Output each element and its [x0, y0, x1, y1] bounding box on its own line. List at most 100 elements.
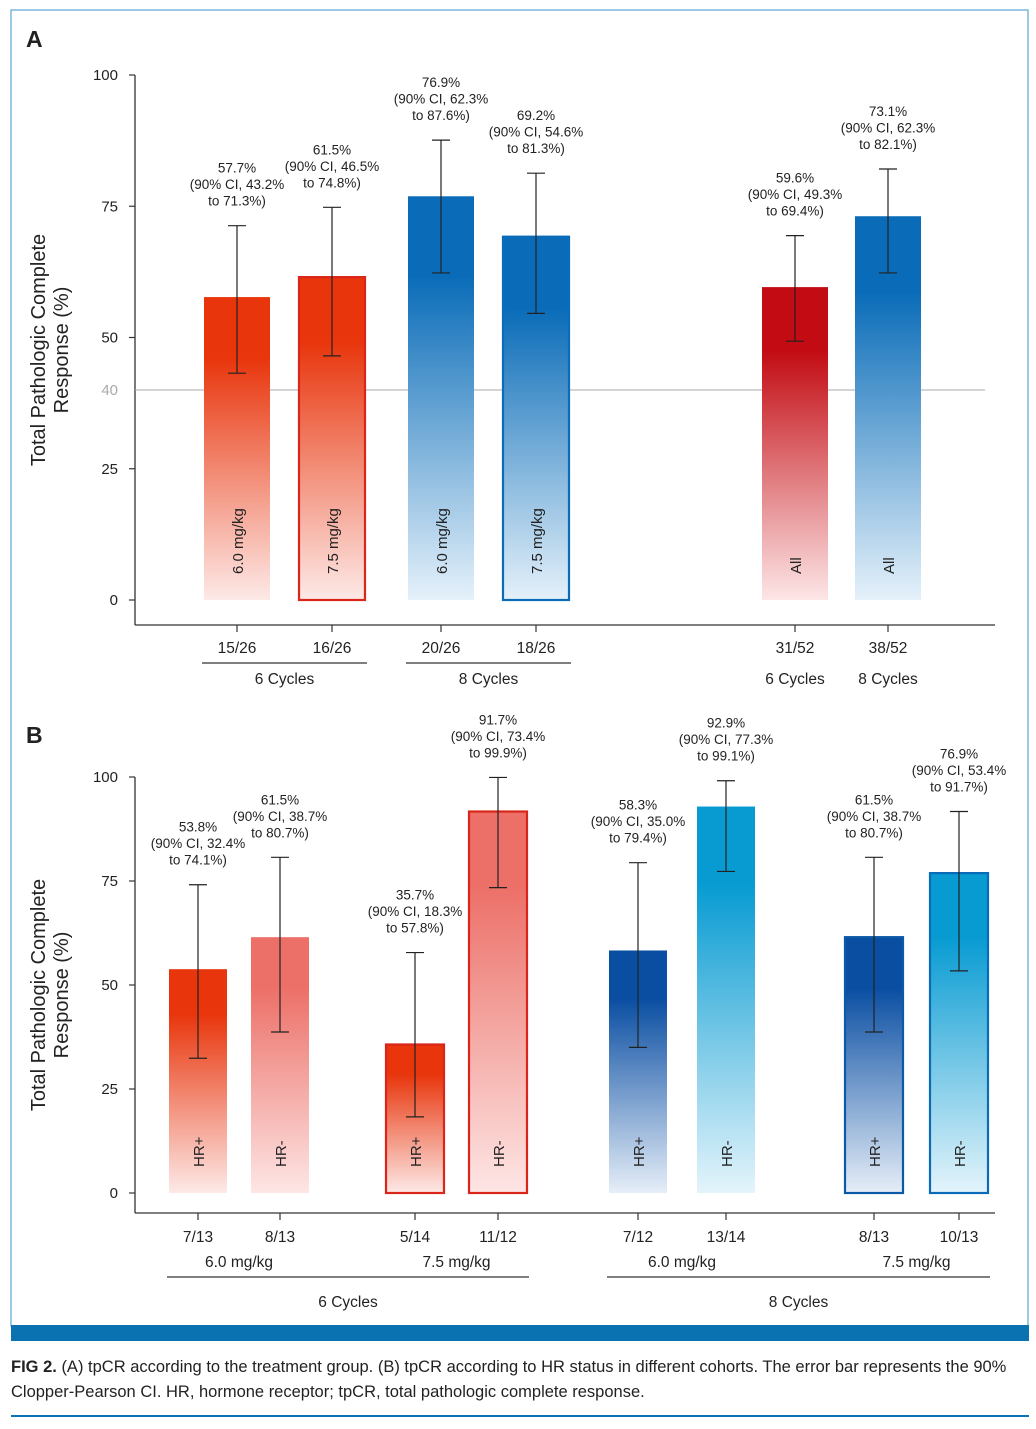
data-label-ci-high: to 87.6%) — [412, 108, 470, 123]
data-label: 61.5% (90% CI, 46.5% to 74.8%) — [285, 142, 380, 190]
data-label-ci-low: (90% CI, 54.6% — [489, 125, 584, 140]
data-label-ci-high: to 80.7%) — [251, 825, 309, 840]
x-tick-label: 10/13 — [940, 1229, 979, 1246]
dose-group-label: 6.0 mg/kg — [205, 1254, 273, 1271]
x-tick-label: 16/26 — [313, 640, 352, 657]
data-label-ci-high: to 81.3%) — [507, 141, 565, 156]
figure-caption: FIG 2. (A) tpCR according to the treatme… — [11, 1355, 1031, 1405]
dose-group-label: 7.5 mg/kg — [882, 1254, 950, 1271]
data-label-ci-high: to 82.1%) — [859, 137, 917, 152]
data-label: 59.6% (90% CI, 49.3% to 69.4%) — [748, 171, 843, 219]
data-label-ci-low: (90% CI, 46.5% — [285, 159, 380, 174]
data-label-ci-low: (90% CI, 38.7% — [827, 809, 922, 824]
bar-inner-label: HR+ — [867, 1136, 884, 1167]
bar-inner-label: HR+ — [631, 1136, 648, 1167]
data-label-ci-low: (90% CI, 35.0% — [591, 814, 686, 829]
bar-inner-label: 6.0 mg/kg — [434, 508, 451, 574]
data-label: 35.7% (90% CI, 18.3% to 57.8%) — [368, 888, 463, 936]
data-label-ci-high: to 79.4%) — [609, 831, 667, 846]
x-tick-label: 8/13 — [265, 1229, 295, 1246]
data-label-ci-high: to 74.8%) — [303, 175, 361, 190]
bar-inner-label: 7.5 mg/kg — [325, 508, 342, 574]
data-label-ci-high: to 57.8%) — [386, 921, 444, 936]
data-label-value: 61.5% — [855, 792, 893, 807]
figure-band — [11, 1325, 1029, 1341]
y-axis-label-line: Total Pathologic Complete — [28, 879, 50, 1111]
data-label: 76.9% (90% CI, 53.4% to 91.7%) — [912, 747, 1007, 795]
data-label-ci-low: (90% CI, 73.4% — [451, 729, 546, 744]
data-label-ci-low: (90% CI, 53.4% — [912, 763, 1007, 778]
data-label-ci-high: to 71.3%) — [208, 194, 266, 209]
data-label-ci-high: to 69.4%) — [766, 204, 824, 219]
y-tick-label: 75 — [101, 873, 118, 890]
cycle-group-label: 8 Cycles — [858, 671, 918, 688]
y-tick-label: 0 — [110, 1185, 118, 1202]
x-tick-label: 38/52 — [869, 640, 908, 657]
data-label: 69.2% (90% CI, 54.6% to 81.3%) — [489, 108, 584, 156]
panel-a-chart: 0 25 50 75 100 40 Total Pathologic CompleteRes… — [28, 67, 995, 688]
y-tick-label: 75 — [101, 198, 118, 215]
data-label-value: 76.9% — [422, 75, 460, 90]
bar-inner-label: All — [788, 557, 805, 574]
x-tick-label: 13/14 — [707, 1229, 746, 1246]
data-label: 58.3% (90% CI, 35.0% to 79.4%) — [591, 798, 686, 846]
y-tick-label: 25 — [101, 1081, 118, 1098]
data-label-value: 59.6% — [776, 171, 814, 186]
data-label-ci-high: to 99.9%) — [469, 745, 527, 760]
bar-inner-label: HR+ — [191, 1136, 208, 1167]
panel-b-letter: B — [26, 722, 43, 748]
bar-inner-label: HR- — [719, 1140, 736, 1167]
panel-a-letter: A — [26, 26, 43, 52]
data-label: 53.8% (90% CI, 32.4% to 74.1%) — [151, 820, 246, 868]
bar — [297, 276, 367, 602]
x-tick-label: 20/26 — [422, 640, 461, 657]
data-label-ci-low: (90% CI, 38.7% — [233, 809, 328, 824]
x-tick-label: 11/12 — [479, 1229, 517, 1246]
y-axis-label: Total Pathologic CompleteResponse (%) — [28, 234, 73, 466]
bar-inner-label: HR- — [491, 1140, 508, 1167]
data-label-ci-low: (90% CI, 62.3% — [394, 92, 489, 107]
data-label: 91.7% (90% CI, 73.4% to 99.9%) — [451, 712, 546, 760]
data-label-ci-low: (90% CI, 62.3% — [841, 120, 936, 135]
y-tick-label: 25 — [101, 461, 118, 478]
data-label: 57.7% (90% CI, 43.2% to 71.3%) — [190, 161, 285, 209]
data-label-value: 58.3% — [619, 798, 657, 813]
bar-inner-label: HR- — [273, 1140, 290, 1167]
dose-group-label: 6.0 mg/kg — [648, 1254, 716, 1271]
cycle-group-label: 6 Cycles — [255, 671, 315, 688]
panel-b-chart: 0 25 50 75 100 Total Pathologic CompleteRespo… — [28, 712, 1006, 1311]
dose-group-label: 7.5 mg/kg — [422, 1254, 490, 1271]
data-label-value: 92.9% — [707, 716, 745, 731]
y-tick-label: 100 — [93, 67, 118, 84]
data-label-value: 53.8% — [179, 820, 217, 835]
data-label: 73.1% (90% CI, 62.3% to 82.1%) — [841, 104, 936, 152]
data-label-ci-low: (90% CI, 77.3% — [679, 732, 774, 747]
data-label-value: 57.7% — [218, 161, 256, 176]
data-label: 92.9% (90% CI, 77.3% to 99.1%) — [679, 716, 774, 764]
y-tick-label: 0 — [110, 592, 118, 609]
x-tick-label: 18/26 — [517, 640, 556, 657]
bar-inner-label: 7.5 mg/kg — [529, 508, 546, 574]
cycle-group-label: 8 Cycles — [459, 671, 519, 688]
x-tick-label: 5/14 — [400, 1229, 431, 1246]
reference-line-label: 40 — [101, 382, 118, 399]
data-label-ci-high: to 80.7%) — [845, 825, 903, 840]
bar-inner-label: 6.0 mg/kg — [230, 508, 247, 574]
y-tick-label: 100 — [93, 769, 118, 786]
data-label-ci-high: to 91.7%) — [930, 780, 988, 795]
bar-inner-label: HR- — [952, 1140, 969, 1167]
bar-inner-label: All — [881, 557, 898, 574]
data-label-ci-low: (90% CI, 32.4% — [151, 836, 246, 851]
data-label-value: 69.2% — [517, 108, 555, 123]
y-tick-label: 50 — [101, 330, 118, 347]
caption-label: FIG 2. — [11, 1358, 57, 1376]
cycle-group-label: 6 Cycles — [318, 1294, 378, 1311]
x-tick-label: 7/13 — [183, 1229, 213, 1246]
x-tick-label: 15/26 — [218, 640, 257, 657]
data-label-ci-low: (90% CI, 49.3% — [748, 187, 843, 202]
y-axis-label: Total Pathologic CompleteResponse (%) — [28, 879, 73, 1111]
y-axis-label-line: Total Pathologic Complete — [28, 234, 50, 466]
data-label-value: 61.5% — [261, 792, 299, 807]
x-tick-label: 7/12 — [623, 1229, 653, 1246]
